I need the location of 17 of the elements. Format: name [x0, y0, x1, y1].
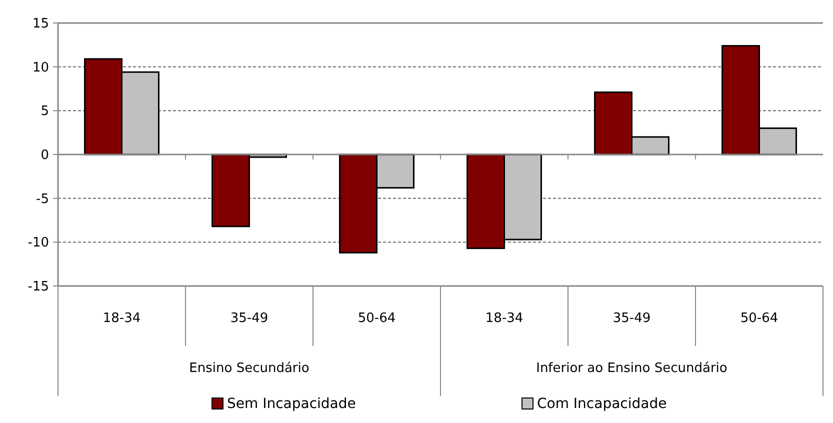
x-tick-label: 18-34	[485, 311, 524, 326]
y-tick-label: -10	[28, 236, 49, 251]
text: Inferior ao Ensino Secundário	[536, 361, 728, 376]
y-tick-label: 15	[32, 16, 49, 32]
x-tick-label: 18-34	[102, 311, 141, 326]
x-tick-label: 35-49	[612, 311, 651, 326]
y-tick-label: 5	[40, 104, 49, 120]
x-tick-label: 50-64	[358, 311, 396, 326]
y-tick-label: 10	[32, 60, 49, 76]
y-tick-label: -15	[28, 280, 49, 295]
x-tick-label: 35-49	[230, 311, 268, 326]
x-tick-label: 50-64	[740, 311, 778, 326]
text: Ensino Secundário	[189, 361, 310, 376]
legend-label: Sem Incapacidade	[227, 396, 356, 412]
y-tick-label: 0	[40, 148, 49, 164]
y-tick-label: -5	[36, 192, 49, 207]
legend-label: Com Incapacidade	[537, 396, 667, 412]
